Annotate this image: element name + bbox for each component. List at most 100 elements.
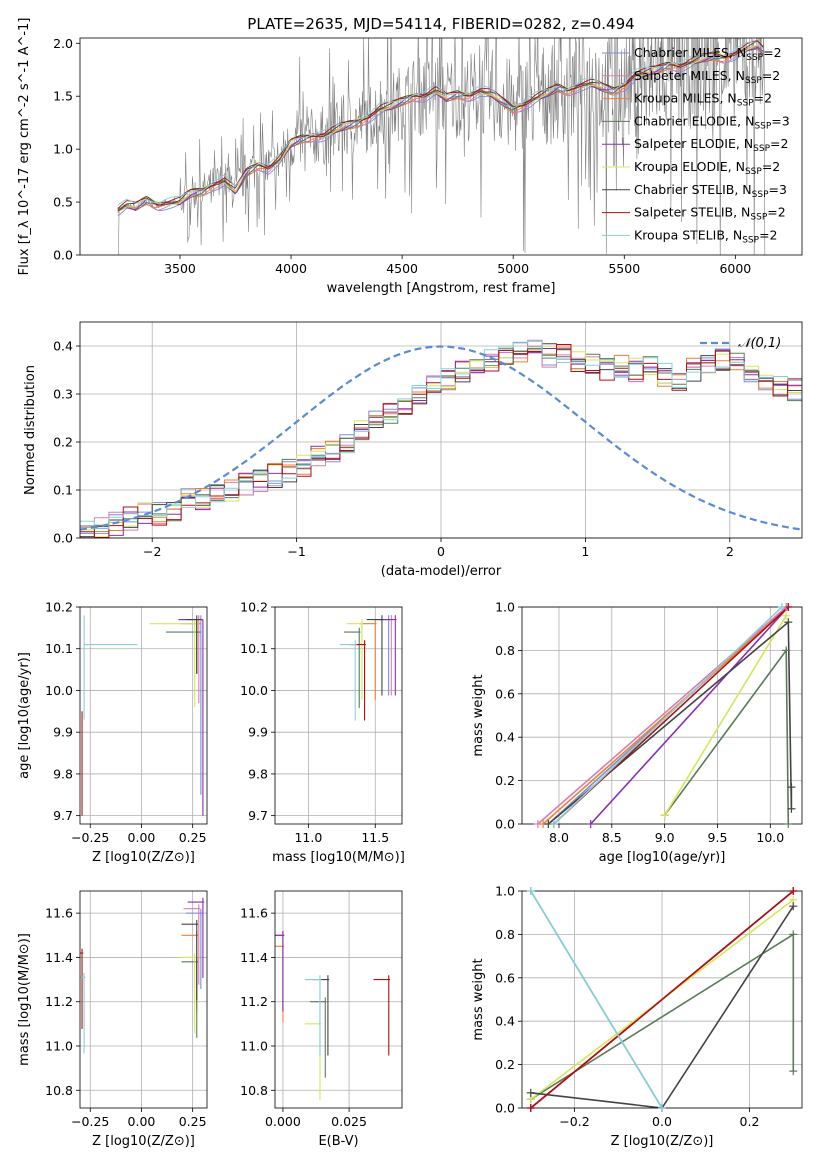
- y-tick-label: 11.0: [45, 1039, 73, 1054]
- x-tick-label: 5500: [608, 261, 640, 276]
- y-tick-label: 0.0: [495, 817, 515, 832]
- observed-spectrum: [117, 38, 766, 255]
- weight-line-kroupa-miles: [542, 607, 789, 824]
- x-axis-label: Z [log10(Z/Z⊙)]: [611, 1134, 714, 1149]
- legend-label: Chabrier ELODIE, NSSP=3: [634, 113, 790, 131]
- figure-title: PLATE=2635, MJD=54114, FIBERID=0282, z=0…: [247, 15, 634, 33]
- spectrum-legend: Chabrier MILES, NSSP=2 Salpeter MILES, NS…: [602, 45, 790, 245]
- x-tick-label: −2: [143, 544, 161, 559]
- y-tick-label: 10.8: [45, 1083, 73, 1098]
- y-tick-label: 0.2: [495, 773, 515, 788]
- weight-line-kroupa-elodie: [663, 615, 787, 816]
- x-tick-label: −0.2: [559, 1114, 589, 1129]
- y-tick-label: 1.0: [495, 600, 515, 615]
- y-tick-label: 9.8: [248, 766, 268, 781]
- x-axis-label: age [log10(age/yr)]: [599, 850, 726, 865]
- x-tick-label: 0.0: [652, 1114, 672, 1129]
- age-vs-Z-grid: [80, 606, 207, 824]
- y-axis-label: age [log10(age/yr)]: [17, 652, 32, 779]
- y-tick-label: 11.0: [240, 1039, 268, 1054]
- mass-weight-vs-Z-plot-area: [530, 891, 795, 1108]
- x-axis-label: (data-model)/error: [381, 564, 502, 579]
- y-tick-label: 1.0: [495, 884, 515, 899]
- x-tick-label: 0.25: [179, 830, 207, 845]
- x-tick-label: 8.0: [549, 830, 569, 845]
- y-axis-label: Normed distribution: [23, 365, 38, 495]
- weight-line-kroupa-stelib: [553, 607, 783, 824]
- x-tick-label: 9.0: [655, 830, 675, 845]
- residual-histogram-frame: [79, 321, 803, 539]
- y-tick-label: 0.0: [53, 248, 73, 263]
- y-tick-label: 9.8: [53, 766, 73, 781]
- x-tick-label: 4500: [386, 261, 418, 276]
- x-axis-label: E(B-V): [318, 1134, 358, 1149]
- y-tick-label: 2.0: [53, 36, 73, 51]
- legend-label: 𝒩(0,1): [738, 336, 781, 351]
- x-tick-label: 0.025: [331, 1114, 367, 1129]
- y-tick-label: 9.7: [53, 808, 73, 823]
- x-tick-label: −0.25: [71, 1114, 109, 1129]
- mass-vs-EBV-panel: 0.000 0.025 10.8 11.0 11.2 11.4 11.6 E(B-V): [240, 890, 403, 1149]
- mass-vs-EBV-plot-area: [275, 930, 391, 1100]
- x-tick-label: 11.0: [294, 830, 322, 845]
- x-tick-label: 5000: [497, 261, 529, 276]
- legend-label: Kroupa STELIB, NSSP=2: [634, 227, 778, 245]
- y-tick-label: 11.2: [240, 994, 268, 1009]
- y-tick-label: 10.2: [240, 600, 268, 615]
- hist-salpeter-elodie: [80, 347, 802, 538]
- legend-label: Salpeter ELODIE, NSSP=2: [634, 136, 788, 154]
- residual-histogram-plot-area: [80, 339, 802, 538]
- x-tick-label: 10.0: [756, 830, 784, 845]
- y-tick-label: 9.9: [248, 725, 268, 740]
- x-tick-label: 0.000: [265, 1114, 301, 1129]
- x-tick-label: 0.00: [128, 830, 156, 845]
- gaussian-curve: [80, 345, 802, 531]
- legend-label: Chabrier MILES, NSSP=2: [634, 45, 782, 63]
- weight-line-chabrier-stelib: [547, 620, 793, 824]
- x-tick-label: 1: [581, 544, 589, 559]
- model-kroupa-stelib: [117, 41, 764, 206]
- mass-vs-Z-panel: −0.25 0.00 0.25 10.8 11.0 11.2 11.4 11.6 Z [log1…: [17, 890, 208, 1149]
- legend-label: Salpeter MILES, NSSP=2: [634, 68, 780, 86]
- x-tick-label: 2: [726, 544, 734, 559]
- y-tick-label: 0.3: [53, 387, 73, 402]
- weight-line-salpeter-stelib: [530, 891, 794, 1108]
- age-vs-Z-frame: [79, 606, 208, 825]
- x-tick-label: 8.5: [602, 830, 622, 845]
- y-tick-label: 0.0: [53, 531, 73, 546]
- x-tick-label: 3500: [164, 261, 196, 276]
- y-tick-label: 10.0: [240, 683, 268, 698]
- age-vs-mass-plot-area: [339, 615, 397, 721]
- y-tick-label: 10.0: [45, 683, 73, 698]
- mass-vs-Z-grid: [80, 891, 207, 1108]
- y-tick-label: 0.4: [495, 730, 515, 745]
- x-tick-label: 0.00: [128, 1114, 156, 1129]
- histogram-legend: 𝒩(0,1): [700, 336, 781, 351]
- legend-label: Kroupa MILES, NSSP=2: [634, 91, 772, 109]
- residual-histogram-panel: −2 −1 0 1 2 0.0 0.1 0.2 0.3 0.4 (data-model)/error…: [23, 321, 803, 579]
- y-tick-label: 11.4: [240, 950, 268, 965]
- y-tick-label: 0.4: [53, 339, 73, 354]
- y-axis-label: mass [log10(M/M⊙)]: [17, 933, 32, 1066]
- x-axis-label: Z [log10(Z/Z⊙)]: [92, 850, 195, 865]
- age-vs-mass-panel: 11.0 11.5 9.7 9.8 9.9 10.0 10.1 10.2 mass [log10…: [240, 600, 405, 866]
- y-tick-label: 0.8: [495, 643, 515, 658]
- weight-line-chabrier-stelib: [530, 905, 794, 1108]
- y-tick-label: 11.6: [45, 906, 73, 921]
- y-tick-label: 0.8: [495, 927, 515, 942]
- mass-vs-Z-frame: [79, 890, 208, 1109]
- x-tick-label: 0.25: [179, 1114, 207, 1129]
- hist-kroupa-stelib: [80, 340, 802, 530]
- legend-label: Chabrier STELIB, NSSP=3: [634, 182, 787, 200]
- model-kroupa-elodie: [117, 43, 764, 213]
- mass-weight-vs-age-panel: 8.0 8.5 9.0 9.5 10.0 0.0 0.2 0.4 0.6 0.8 1.0 age [l…: [471, 600, 803, 865]
- weight-line-salpeter-miles: [537, 607, 787, 824]
- x-tick-label: −1: [287, 544, 305, 559]
- y-tick-label: 9.9: [53, 725, 73, 740]
- y-tick-label: 0.1: [53, 483, 73, 498]
- y-tick-label: 10.1: [45, 641, 73, 656]
- weight-line-salpeter-elodie: [590, 607, 789, 824]
- spectrum-panel: 3500 4000 4500 5000 5500 6000 0.0 0.5 1.0 1.5 2.0 w…: [17, 18, 803, 296]
- y-tick-label: 0.2: [495, 1057, 515, 1072]
- hist-salpeter-stelib: [80, 344, 802, 538]
